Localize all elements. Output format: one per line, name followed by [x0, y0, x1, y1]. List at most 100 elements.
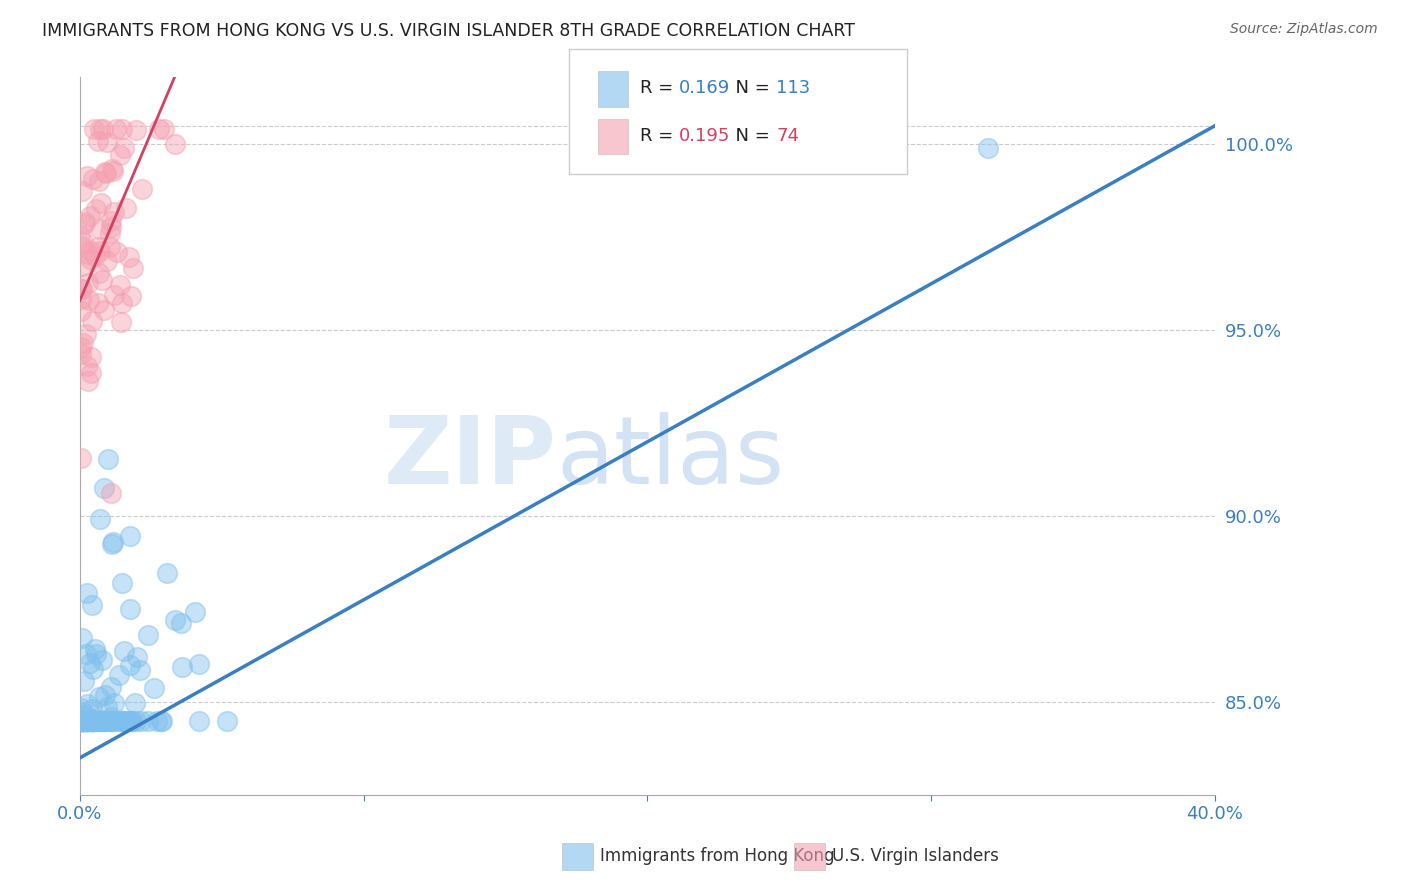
Point [70, 714, 93, 728]
Text: atlas: atlas [557, 412, 785, 504]
Point [117, 714, 139, 728]
Point [72, 235, 94, 249]
Point [77, 714, 100, 728]
Point [70, 347, 93, 361]
Point [73, 214, 96, 228]
Point [111, 295, 134, 310]
Point [163, 136, 186, 151]
Point [73, 714, 96, 728]
Point [80, 244, 103, 258]
Point [105, 245, 128, 260]
Point [75, 327, 97, 342]
Point [103, 205, 125, 219]
Point [70, 239, 93, 253]
Point [100, 219, 122, 234]
Point [77, 375, 100, 389]
Point [72, 282, 94, 296]
Point [91, 714, 114, 728]
Point [94, 166, 117, 180]
Text: ZIP: ZIP [384, 412, 557, 504]
Point [75, 714, 97, 728]
Point [94, 714, 117, 728]
Point [110, 314, 132, 328]
Point [100, 680, 122, 694]
Text: Immigrants from Hong Kong: Immigrants from Hong Kong [600, 847, 835, 865]
Point [70, 714, 93, 728]
Point [76, 359, 98, 373]
Point [70, 631, 93, 645]
Point [79, 252, 101, 267]
Point [75, 647, 97, 661]
Point [100, 714, 122, 728]
Point [82, 714, 104, 728]
Point [72, 714, 94, 728]
Text: N =: N = [724, 79, 776, 97]
Point [83, 122, 105, 136]
Point [70, 714, 93, 728]
Point [86, 134, 108, 148]
Point [131, 182, 153, 196]
Point [72, 714, 94, 728]
Point [73, 714, 96, 728]
Point [69, 282, 91, 296]
Point [98, 227, 121, 241]
Point [70, 714, 93, 728]
Point [187, 714, 209, 728]
Point [100, 714, 122, 728]
Point [217, 714, 239, 728]
Point [100, 710, 122, 724]
Point [111, 714, 134, 728]
Point [91, 714, 114, 728]
Point [80, 367, 103, 381]
Point [76, 714, 98, 728]
Point [79, 209, 101, 223]
Point [89, 196, 111, 211]
Point [72, 714, 94, 728]
Point [110, 148, 132, 162]
Point [73, 217, 96, 231]
Point [105, 714, 128, 728]
Point [72, 714, 94, 728]
Point [89, 714, 111, 728]
Point [69, 227, 91, 242]
Point [96, 135, 118, 149]
Point [89, 122, 111, 136]
Point [70, 714, 93, 728]
Point [112, 141, 135, 155]
Point [93, 714, 115, 728]
Point [111, 575, 134, 590]
Point [82, 662, 104, 676]
Point [76, 714, 98, 728]
Point [69, 303, 91, 318]
Point [84, 647, 107, 661]
Point [70, 292, 93, 306]
Point [100, 214, 122, 228]
Point [90, 273, 112, 287]
Point [101, 534, 124, 549]
Point [76, 169, 98, 184]
Point [75, 714, 97, 728]
Point [80, 702, 103, 716]
Point [100, 714, 122, 728]
Point [91, 122, 114, 136]
Point [90, 714, 112, 728]
Point [89, 221, 111, 235]
Point [129, 714, 152, 728]
Text: Source: ZipAtlas.com: Source: ZipAtlas.com [1230, 22, 1378, 37]
Point [93, 481, 115, 495]
Point [76, 585, 98, 599]
Point [96, 253, 118, 268]
Text: R =: R = [640, 127, 679, 145]
Point [76, 714, 98, 728]
Point [70, 714, 93, 728]
Point [172, 659, 194, 673]
Point [75, 714, 97, 728]
Text: R =: R = [640, 79, 679, 97]
Point [100, 485, 122, 500]
Point [84, 202, 107, 216]
Point [108, 668, 131, 682]
Text: 0.169: 0.169 [679, 79, 730, 97]
Point [82, 714, 104, 728]
Point [165, 613, 187, 627]
Point [125, 714, 148, 728]
